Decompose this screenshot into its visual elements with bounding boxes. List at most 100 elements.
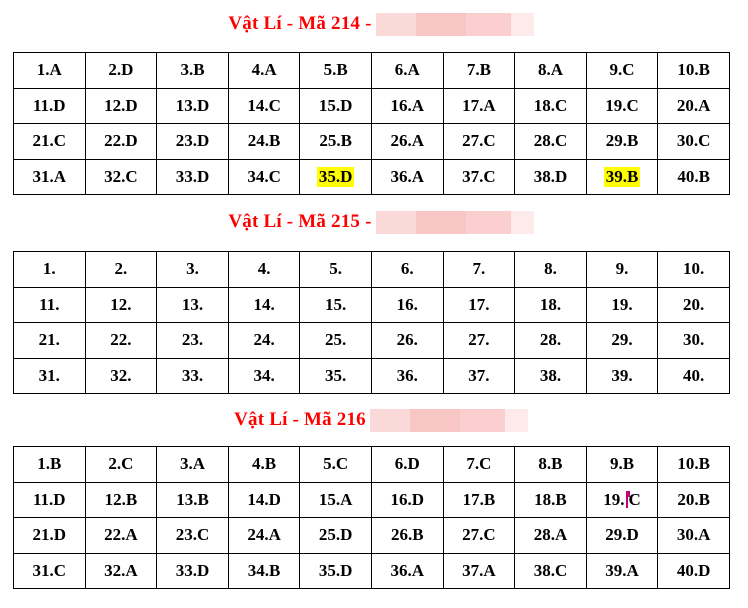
- answer-cell: 10.: [657, 251, 730, 288]
- answer-cell: 19.C: [585, 481, 659, 518]
- answer-cell: 1.: [13, 251, 86, 288]
- answer-cell: 15.A: [299, 481, 372, 518]
- answer-cell: 37.: [442, 357, 516, 394]
- answer-cell: 26.B: [370, 517, 444, 554]
- redaction-segment: [465, 12, 511, 36]
- answer-cell: 17.A: [442, 87, 516, 124]
- answer-cell: 5.: [299, 251, 372, 288]
- answer-cell: 31.A: [13, 158, 86, 195]
- answer-cell: 20.B: [657, 481, 730, 518]
- answer-cell: 29.B: [585, 123, 659, 160]
- answer-cell: 4.: [227, 251, 301, 288]
- answer-row: 31. 32. 33. 34. 35. 36. 37. 38. 39. 40.: [13, 357, 730, 394]
- section-ma-214: Vật Lí - Mã 214 - 1.A 2.D 3.B 4.A 5.B 6.A 7.B 8…: [0, 0, 748, 195]
- answer-row: 1.A 2.D 3.B 4.A 5.B 6.A 7.B 8.A 9.C 10.B: [13, 52, 730, 89]
- answer-cell: 28.A: [514, 517, 587, 554]
- answer-cell: 38.: [514, 357, 587, 394]
- answer-cell: 15.D: [299, 87, 372, 124]
- redaction-segment: [504, 408, 528, 432]
- answer-cell: 31.: [13, 357, 86, 394]
- answer-cell: 27.C: [442, 123, 516, 160]
- redaction-segment: [409, 408, 460, 432]
- answer-cell: 35.: [299, 357, 372, 394]
- redaction-segment: [415, 12, 466, 36]
- section-header: Vật Lí - Mã 216: [0, 394, 748, 433]
- answer-cell: 30.: [657, 322, 730, 359]
- answer-row: 11. 12. 13. 14. 15. 16. 17. 18. 19. 20.: [13, 286, 730, 323]
- answer-cell: 36.A: [370, 552, 444, 589]
- answer-cell: 24.: [227, 322, 301, 359]
- answer-cell: 22.: [84, 322, 158, 359]
- answer-cell: 7.: [442, 251, 516, 288]
- answer-cell: 17.: [442, 286, 516, 323]
- answer-cell: 33.: [156, 357, 229, 394]
- answer-row: 21. 22. 23. 24. 25. 26. 27. 28. 29. 30.: [13, 322, 730, 359]
- answer-cell: 22.A: [84, 517, 158, 554]
- section-title: Vật Lí - Mã 216: [234, 409, 366, 430]
- section-title: Vật Lí - Mã 215 -: [228, 211, 372, 232]
- redacted-block: [375, 12, 534, 36]
- answer-cell: 33.D: [156, 552, 229, 589]
- answer-cell: 27.C: [442, 517, 516, 554]
- answer-cell: 13.: [156, 286, 229, 323]
- answer-cell: 37.C: [442, 158, 516, 195]
- answer-cell: 21.D: [13, 517, 86, 554]
- redacted-block: [369, 408, 528, 432]
- answer-cell: 40.B: [657, 158, 730, 195]
- answer-cell: 20.: [657, 286, 730, 323]
- answer-cell: 35.D: [299, 552, 372, 589]
- answer-cell: 32.A: [84, 552, 158, 589]
- answer-cell: 27.: [442, 322, 516, 359]
- answer-cell: 3.A: [156, 446, 229, 483]
- answer-cell: 24.A: [227, 517, 301, 554]
- section-ma-215: Vật Lí - Mã 215 - 1. 2. 3. 4. 5. 6. 7. 8. 9. 10. 1…: [0, 195, 748, 394]
- answer-cell: 13.B: [156, 481, 229, 518]
- answer-cell: 8.B: [514, 446, 587, 483]
- section-header: Vật Lí - Mã 215 -: [0, 195, 748, 235]
- redaction-segment: [375, 210, 416, 234]
- answer-cell: 40.D: [657, 552, 730, 589]
- answer-cell: 39.A: [585, 552, 659, 589]
- answer-cell: 7.C: [442, 446, 516, 483]
- answer-table: 1.B 2.C 3.A 4.B 5.C 6.D 7.C 8.B 9.B 10.B 11.D 12.B 1…: [13, 446, 730, 589]
- answer-cell: 23.C: [156, 517, 229, 554]
- answer-cell: 35.D: [299, 158, 372, 195]
- answer-cell: 19.: [585, 286, 659, 323]
- answer-cell: 11.: [13, 286, 86, 323]
- section-ma-216: Vật Lí - Mã 216 1.B 2.C 3.A 4.B 5.C 6.D 7.C 8.B…: [0, 394, 748, 589]
- redaction-segment: [510, 210, 534, 234]
- answer-cell: 34.B: [227, 552, 301, 589]
- answer-cell: 6.D: [370, 446, 444, 483]
- answer-cell: 16.: [370, 286, 444, 323]
- answer-cell: 28.: [514, 322, 587, 359]
- answer-cell: 8.A: [514, 52, 587, 89]
- answer-cell: 22.D: [84, 123, 158, 160]
- answer-cell: 7.B: [442, 52, 516, 89]
- answer-cell: 4.B: [227, 446, 301, 483]
- answer-cell: 24.B: [227, 123, 301, 160]
- answer-cell: 9.C: [585, 52, 659, 89]
- answer-cell: 3.B: [156, 52, 229, 89]
- answer-cell: 10.B: [657, 52, 730, 89]
- answer-cell: 21.: [13, 322, 86, 359]
- answer-cell: 2.C: [84, 446, 158, 483]
- answer-cell: 39.: [585, 357, 659, 394]
- answer-row: 31.C 32.A 33.D 34.B 35.D 36.A 37.A 38.C 39.A 40.D: [13, 552, 730, 589]
- answer-cell: 12.: [84, 286, 158, 323]
- answer-cell: 14.C: [227, 87, 301, 124]
- answer-cell: 32.C: [84, 158, 158, 195]
- answer-cell: 8.: [514, 251, 587, 288]
- answer-cell: 2.D: [84, 52, 158, 89]
- answer-cell: 25.D: [299, 517, 372, 554]
- answer-cell: 23.: [156, 322, 229, 359]
- answer-cell: 20.A: [657, 87, 730, 124]
- redaction-segment: [375, 12, 416, 36]
- answer-cell: 6.: [370, 251, 444, 288]
- answer-cell: 34.: [227, 357, 301, 394]
- answer-cell: 14.D: [227, 481, 301, 518]
- answer-cell: 36.: [370, 357, 444, 394]
- answer-cell: 18.B: [514, 481, 587, 518]
- answer-cell: 11.D: [13, 87, 86, 124]
- answer-cell: 5.B: [299, 52, 372, 89]
